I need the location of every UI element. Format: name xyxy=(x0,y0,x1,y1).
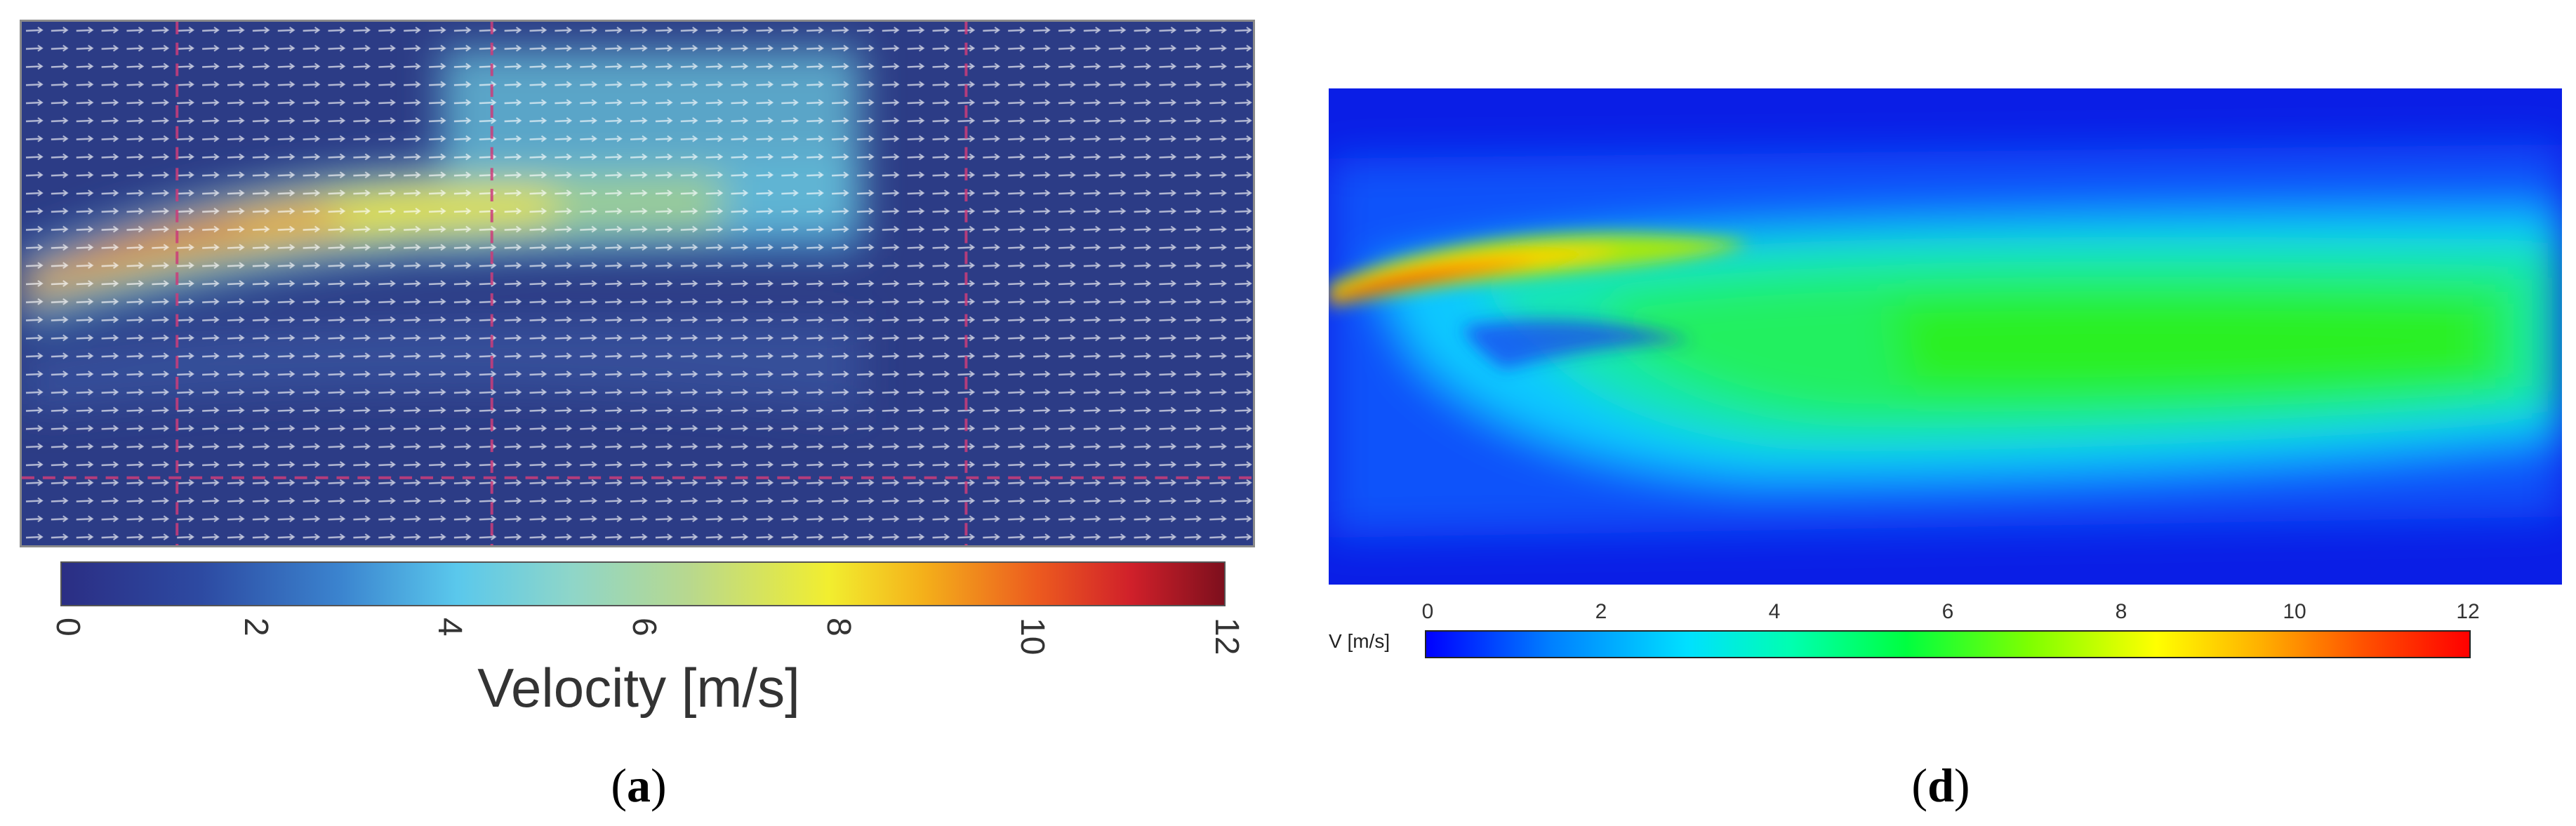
colorbar-tick: 8 xyxy=(820,618,857,637)
axis-tick: 8 xyxy=(2115,600,2127,623)
colorbar-label: Velocity [m/s] xyxy=(477,657,800,719)
colorbar-tick: 6 xyxy=(625,618,663,637)
colorbar-tick: 10 xyxy=(1014,618,1051,655)
piv-velocity-field xyxy=(20,20,1255,547)
colorbar-tick: 0 xyxy=(49,618,86,637)
colorbar-tick: 2 xyxy=(237,618,274,637)
panel-caption: (d) xyxy=(1911,759,1970,812)
panel-caption: (a) xyxy=(611,759,667,812)
axis-tick: 4 xyxy=(1768,600,1781,623)
caption-letter: a xyxy=(627,759,651,812)
cfd-image xyxy=(1329,88,2562,585)
colorbar-label: V [m/s] xyxy=(1329,630,1390,652)
caption-letter: d xyxy=(1927,759,1954,812)
piv-image xyxy=(22,22,1253,545)
velocity-colorbar xyxy=(1425,630,2471,658)
axis-tick: 0 xyxy=(1421,600,1434,623)
cfd-velocity-field xyxy=(1329,88,2562,585)
axis-tick: 12 xyxy=(2456,600,2480,623)
velocity-colorbar xyxy=(60,561,1226,606)
axis-tick: 2 xyxy=(1595,600,1607,623)
axis-tick: 6 xyxy=(1941,600,1954,623)
axis-tick: 10 xyxy=(2283,600,2306,623)
colorbar-tick: 4 xyxy=(431,618,468,637)
colorbar-tick: 12 xyxy=(1208,618,1245,655)
